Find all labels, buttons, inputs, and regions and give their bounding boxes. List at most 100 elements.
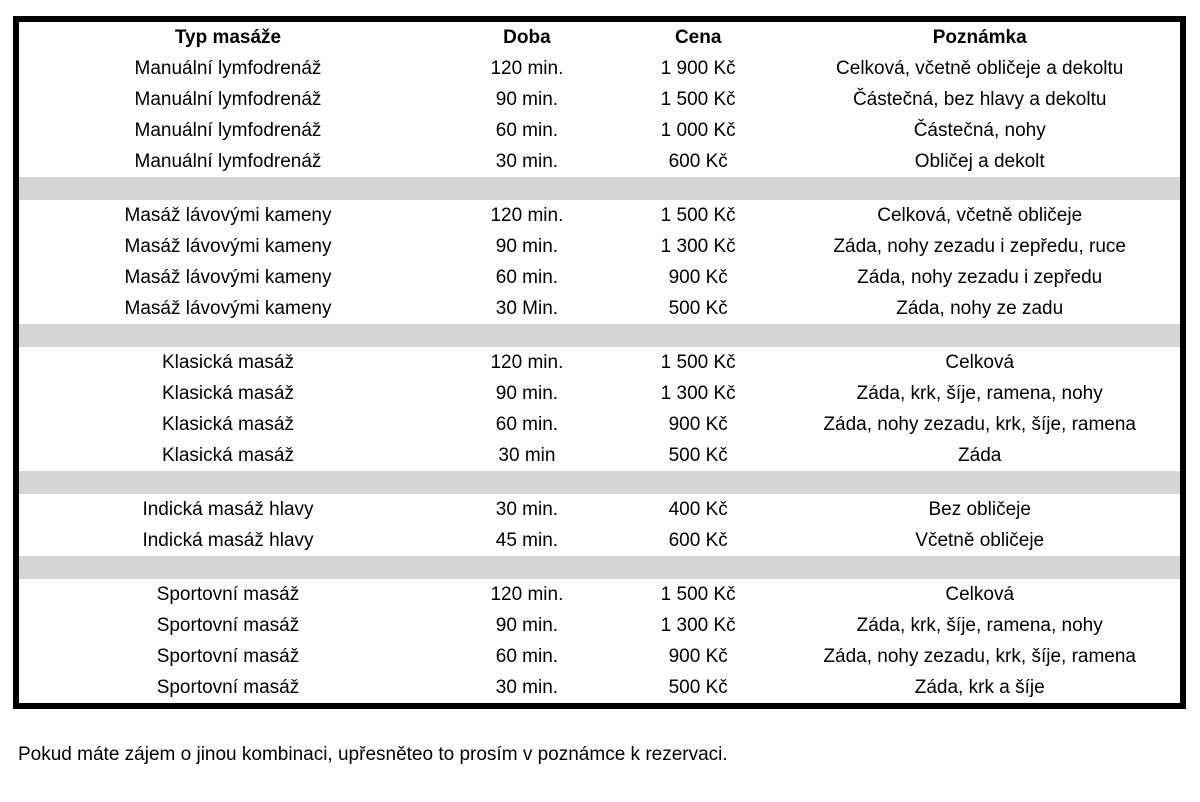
separator-row: [19, 471, 1180, 494]
column-header-massage-type: Typ masáže: [174, 27, 282, 48]
cell-note: Celková: [945, 584, 1015, 605]
cell-massage-type: Indická masáž hlavy: [142, 530, 314, 551]
cell-note: Záda, nohy zezadu i zepředu: [857, 267, 1103, 288]
cell-duration: 60 min.: [495, 414, 559, 435]
cell-price: 1 300 Kč: [660, 383, 736, 404]
table-row: Masáž lávovými kameny 120 min. 1 500 Kč Cel…: [19, 200, 1180, 231]
cell-massage-type: Masáž lávovými kameny: [124, 298, 332, 319]
table-row: Masáž lávovými kameny 60 min. 900 Kč Záda, …: [19, 262, 1180, 293]
table-row: Sportovní masáž 60 min. 900 Kč Záda, nohy z…: [19, 641, 1180, 672]
table-row: Masáž lávovými kameny 30 Min. 500 Kč Záda, …: [19, 293, 1180, 324]
cell-price: 1 500 Kč: [660, 205, 736, 226]
cell-note: Včetně obličeje: [915, 530, 1045, 551]
table-row: Sportovní masáž 90 min. 1 300 Kč Záda, krk,…: [19, 610, 1180, 641]
table-row: Sportovní masáž 120 min. 1 500 Kč Celková: [19, 579, 1180, 610]
cell-duration: 90 min.: [495, 383, 559, 404]
cell-note: Záda, krk, šíje, ramena, nohy: [856, 615, 1103, 636]
cell-massage-type: Masáž lávovými kameny: [124, 236, 332, 257]
cell-duration: 60 min.: [495, 120, 559, 141]
table-row: Manuální lymfodrenáž 120 min. 1 900 Kč Celk…: [19, 53, 1180, 84]
cell-note: Záda, nohy zezadu, krk, šíje, ramena: [823, 646, 1136, 667]
cell-note: Obličej a dekolt: [914, 151, 1045, 172]
column-header-note: Poznámka: [932, 27, 1027, 48]
table-row: Sportovní masáž 30 min. 500 Kč Záda, krk a …: [19, 672, 1180, 703]
cell-price: 1 500 Kč: [660, 584, 736, 605]
cell-duration: 120 min.: [490, 205, 564, 226]
cell-duration: 30 Min.: [495, 298, 559, 319]
table-row: Masáž lávovými kameny 90 min. 1 300 Kč Záda…: [19, 231, 1180, 262]
cell-massage-type: Manuální lymfodrenáž: [134, 120, 322, 141]
cell-note: Celková: [945, 352, 1015, 373]
cell-duration: 90 min.: [495, 615, 559, 636]
footer-note: Pokud máte zájem o jinou kombinaci, upře…: [18, 744, 728, 765]
table-body: Manuální lymfodrenáž 120 min. 1 900 Kč Celk…: [19, 53, 1180, 703]
cell-note: Záda, nohy zezadu i zepředu, ruce: [833, 236, 1126, 257]
table-row: Indická masáž hlavy 45 min. 600 Kč Včetně o…: [19, 525, 1180, 556]
cell-price: 1 500 Kč: [660, 352, 736, 373]
cell-note: Bez obličeje: [928, 499, 1031, 520]
cell-price: 1 900 Kč: [660, 58, 736, 79]
cell-note: Celková, včetně obličeje: [877, 205, 1083, 226]
cell-price: 1 500 Kč: [660, 89, 736, 110]
table-row: Manuální lymfodrenáž 60 min. 1 000 Kč Částe…: [19, 115, 1180, 146]
cell-price: 900 Kč: [668, 267, 728, 288]
cell-price: 500 Kč: [668, 677, 728, 698]
table-row: Indická masáž hlavy 30 min. 400 Kč Bez obli…: [19, 494, 1180, 525]
table-row: Klasická masáž 30 min 500 Kč Záda: [19, 440, 1180, 471]
cell-massage-type: Masáž lávovými kameny: [124, 267, 332, 288]
separator-row: [19, 177, 1180, 200]
cell-duration: 90 min.: [495, 89, 559, 110]
cell-price: 1 300 Kč: [660, 615, 736, 636]
cell-duration: 30 min.: [495, 499, 559, 520]
cell-note: Záda, nohy ze zadu: [896, 298, 1064, 319]
cell-duration: 120 min.: [490, 584, 564, 605]
cell-massage-type: Sportovní masáž: [156, 584, 300, 605]
cell-massage-type: Manuální lymfodrenáž: [134, 151, 322, 172]
cell-massage-type: Manuální lymfodrenáž: [134, 58, 322, 79]
table-row: Klasická masáž 60 min. 900 Kč Záda, nohy ze…: [19, 409, 1180, 440]
cell-note: Záda: [958, 445, 1002, 466]
cell-massage-type: Klasická masáž: [161, 414, 294, 435]
cell-price: 500 Kč: [668, 298, 728, 319]
cell-duration: 120 min.: [490, 58, 564, 79]
cell-duration: 60 min.: [495, 267, 559, 288]
table-row: Manuální lymfodrenáž 30 min. 600 Kč Obličej…: [19, 146, 1180, 177]
table-row: Manuální lymfodrenáž 90 min. 1 500 Kč Částe…: [19, 84, 1180, 115]
column-header-duration: Doba: [503, 27, 551, 48]
massage-price-table: Typ masáže Doba Cena Poznámka Manuální l…: [13, 16, 1186, 709]
cell-massage-type: Sportovní masáž: [156, 646, 300, 667]
cell-price: 1 000 Kč: [660, 120, 736, 141]
cell-massage-type: Masáž lávovými kameny: [124, 205, 332, 226]
cell-price: 400 Kč: [668, 499, 728, 520]
cell-duration: 30 min: [498, 445, 556, 466]
cell-massage-type: Manuální lymfodrenáž: [134, 89, 322, 110]
cell-duration: 120 min.: [490, 352, 564, 373]
table-row: Klasická masáž 90 min. 1 300 Kč Záda, krk, …: [19, 378, 1180, 409]
column-header-price: Cena: [674, 27, 722, 48]
cell-note: Záda, krk, šíje, ramena, nohy: [856, 383, 1103, 404]
cell-massage-type: Klasická masáž: [161, 445, 294, 466]
cell-duration: 45 min.: [495, 530, 559, 551]
cell-price: 500 Kč: [668, 445, 728, 466]
cell-price: 600 Kč: [668, 530, 728, 551]
cell-price: 600 Kč: [668, 151, 728, 172]
cell-duration: 30 min.: [495, 677, 559, 698]
cell-duration: 60 min.: [495, 646, 559, 667]
cell-massage-type: Indická masáž hlavy: [142, 499, 314, 520]
cell-note: Záda, nohy zezadu, krk, šíje, ramena: [823, 414, 1136, 435]
table-header-row: Typ masáže Doba Cena Poznámka: [19, 22, 1180, 53]
cell-massage-type: Sportovní masáž: [156, 615, 300, 636]
cell-note: Částečná, bez hlavy a dekoltu: [852, 89, 1107, 110]
separator-row: [19, 324, 1180, 347]
cell-massage-type: Sportovní masáž: [156, 677, 300, 698]
table-row: Klasická masáž 120 min. 1 500 Kč Celková: [19, 347, 1180, 378]
cell-note: Částečná, nohy: [913, 120, 1046, 141]
separator-row: [19, 556, 1180, 579]
cell-price: 900 Kč: [668, 414, 728, 435]
cell-note: Záda, krk a šíje: [914, 677, 1045, 698]
cell-duration: 30 min.: [495, 151, 559, 172]
cell-massage-type: Klasická masáž: [161, 352, 294, 373]
cell-price: 900 Kč: [668, 646, 728, 667]
cell-note: Celková, včetně obličeje a dekoltu: [836, 58, 1124, 79]
